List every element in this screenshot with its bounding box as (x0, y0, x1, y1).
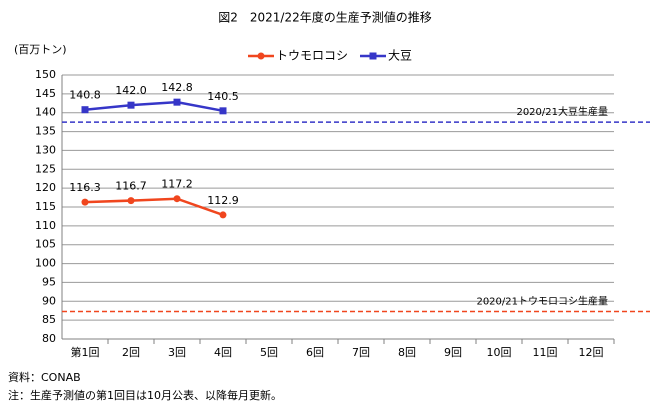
y-tick-label: 110 (35, 219, 56, 232)
x-tick-label: 4回 (214, 346, 232, 359)
chart-title: 図2 2021/22年度の生産予測値の推移 (218, 10, 432, 25)
note: 資料：CONAB (8, 370, 81, 384)
marker (81, 198, 89, 206)
y-tick-label: 145 (35, 87, 56, 100)
data-label: 116.7 (115, 180, 147, 193)
data-label: 116.3 (69, 181, 101, 194)
x-tick-label: 6回 (306, 346, 324, 359)
marker (219, 107, 227, 115)
series-line (84, 100, 224, 113)
data-label: 140.5 (207, 90, 239, 103)
data-label: 140.8 (69, 89, 101, 102)
x-tick-label: 2回 (122, 346, 140, 359)
note: 注：生産予測値の第1回目は10月公表、以降毎月更新。 (8, 388, 282, 402)
marker (219, 211, 227, 219)
x-tick-label: 12回 (579, 346, 604, 359)
marker (173, 98, 181, 106)
y-tick-label: 95 (42, 275, 56, 288)
y-tick-label: 135 (35, 125, 56, 138)
legend-label: トウモロコシ (276, 49, 348, 63)
series-line (84, 197, 224, 217)
marker (173, 195, 181, 203)
y-tick-label: 90 (42, 294, 56, 307)
y-tick-label: 130 (35, 143, 56, 156)
legend-label: 大豆 (388, 49, 412, 63)
marker (127, 101, 135, 109)
y-tick-label: 150 (35, 68, 56, 81)
data-label: 117.2 (161, 178, 193, 191)
reference-label: 2020/21大豆生産量 (516, 105, 608, 118)
y-tick-label: 100 (35, 257, 56, 270)
x-tick-label: 7回 (352, 346, 370, 359)
marker (81, 106, 89, 114)
legend-marker (369, 52, 377, 60)
reference-label: 2020/21トウモロコシ生産量 (476, 294, 608, 307)
y-tick-label: 125 (35, 162, 56, 175)
y-axis-label: (百万トン) (14, 43, 67, 56)
y-tick-label: 120 (35, 181, 56, 194)
x-tick-label: 9回 (444, 346, 462, 359)
data-label: 112.9 (207, 194, 239, 207)
y-tick-label: 140 (35, 106, 56, 119)
marker (127, 197, 135, 205)
y-tick-label: 105 (35, 238, 56, 251)
data-label: 142.8 (161, 81, 193, 94)
x-tick-label: 11回 (533, 346, 558, 359)
y-tick-label: 85 (42, 313, 56, 326)
y-tick-label: 115 (35, 200, 56, 213)
x-tick-label: 5回 (260, 346, 278, 359)
x-tick-label: 3回 (168, 346, 186, 359)
y-tick-label: 80 (42, 332, 56, 345)
x-tick-label: 8回 (398, 346, 416, 359)
x-tick-label: 第1回 (71, 345, 100, 359)
data-label: 142.0 (115, 84, 147, 97)
x-tick-label: 10回 (487, 346, 512, 359)
legend-marker (257, 52, 265, 60)
